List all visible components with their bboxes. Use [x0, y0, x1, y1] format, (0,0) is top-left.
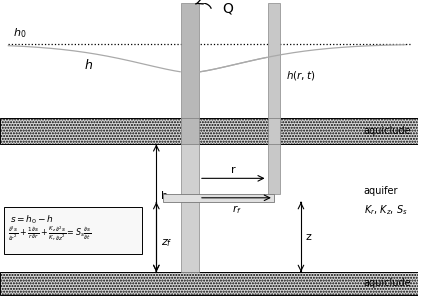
Text: b: b — [161, 191, 168, 201]
Bar — [267, 3, 280, 119]
Bar — [0, 119, 418, 144]
Text: $h$: $h$ — [84, 58, 93, 72]
Text: $z_f$: $z_f$ — [161, 237, 173, 249]
Bar — [181, 144, 199, 272]
Text: $h_0$: $h_0$ — [13, 26, 26, 40]
Bar — [163, 193, 274, 202]
Text: z: z — [306, 232, 312, 242]
Text: $h(r,t)$: $h(r,t)$ — [286, 69, 316, 82]
Bar — [267, 119, 280, 144]
Text: r: r — [231, 165, 236, 175]
Bar — [181, 119, 199, 144]
Bar — [4, 207, 142, 254]
Text: aquifer: aquifer — [364, 186, 398, 196]
Text: $r_f$: $r_f$ — [231, 203, 241, 216]
Text: Q: Q — [222, 2, 233, 16]
Text: $K_r$, $K_z$, $S_s$: $K_r$, $K_z$, $S_s$ — [364, 203, 407, 216]
Bar — [0, 272, 418, 295]
Text: $\frac{\partial^2 s}{\partial r^2}+\frac{1}{r}\frac{\partial s}{\partial r}+\fra: $\frac{\partial^2 s}{\partial r^2}+\frac… — [8, 225, 91, 243]
Text: aquiclude: aquiclude — [364, 126, 411, 136]
Bar — [181, 3, 199, 119]
Text: $s=h_0-h$: $s=h_0-h$ — [11, 213, 54, 226]
Bar — [267, 144, 280, 193]
Text: aquiclude: aquiclude — [364, 278, 411, 288]
